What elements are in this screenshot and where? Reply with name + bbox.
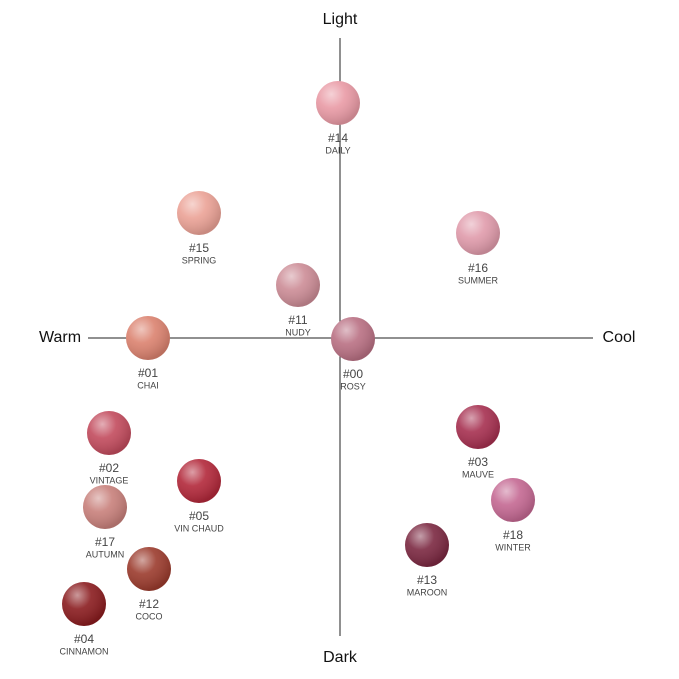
shade-code: #03 <box>468 455 488 469</box>
swatch-gloss <box>87 411 131 455</box>
shade-name: AUTUMN <box>86 549 125 559</box>
shade-code: #04 <box>74 632 94 646</box>
swatch-gloss <box>491 478 535 522</box>
shade-name: VIN CHAUD <box>174 523 224 533</box>
axis-label: Warm <box>39 329 81 346</box>
shade-name: NUDY <box>285 327 311 337</box>
shade-name: MAUVE <box>462 469 494 479</box>
swatch-gloss <box>405 523 449 567</box>
shade-code: #05 <box>189 509 209 523</box>
shade-name: MAROON <box>407 587 448 597</box>
swatch-gloss <box>316 81 360 125</box>
axis-label: Light <box>323 11 358 28</box>
swatch-gloss <box>127 547 171 591</box>
shade-name: ROSY <box>340 381 366 391</box>
swatch-gloss <box>83 485 127 529</box>
shade-name: CHAI <box>137 380 159 390</box>
swatch-gloss <box>126 316 170 360</box>
shade-code: #02 <box>99 461 119 475</box>
swatch-gloss <box>177 459 221 503</box>
swatch-gloss <box>456 211 500 255</box>
shade-name: WINTER <box>495 542 531 552</box>
shade-name: CINNAMON <box>60 646 109 656</box>
swatch-gloss <box>276 263 320 307</box>
shade-code: #11 <box>288 313 307 327</box>
shade-name: SPRING <box>182 255 217 265</box>
shade-name: DAILY <box>325 145 350 155</box>
shade-name: SUMMER <box>458 275 498 285</box>
shade-code: #12 <box>139 597 159 611</box>
swatch-gloss <box>62 582 106 626</box>
shade-code: #00 <box>343 367 363 381</box>
shade-code: #17 <box>95 535 115 549</box>
shade-name: COCO <box>136 611 163 621</box>
shade-code: #13 <box>417 573 437 587</box>
axis-label: Cool <box>603 329 636 346</box>
axis-label: Dark <box>323 649 358 666</box>
shade-code: #18 <box>503 528 523 542</box>
shade-code: #16 <box>468 261 488 275</box>
shade-code: #14 <box>328 131 348 145</box>
shade-code: #15 <box>189 241 209 255</box>
swatch-gloss <box>456 405 500 449</box>
shade-code: #01 <box>138 366 158 380</box>
shade-name: VINTAGE <box>90 475 129 485</box>
swatch-gloss <box>177 191 221 235</box>
swatch-gloss <box>331 317 375 361</box>
